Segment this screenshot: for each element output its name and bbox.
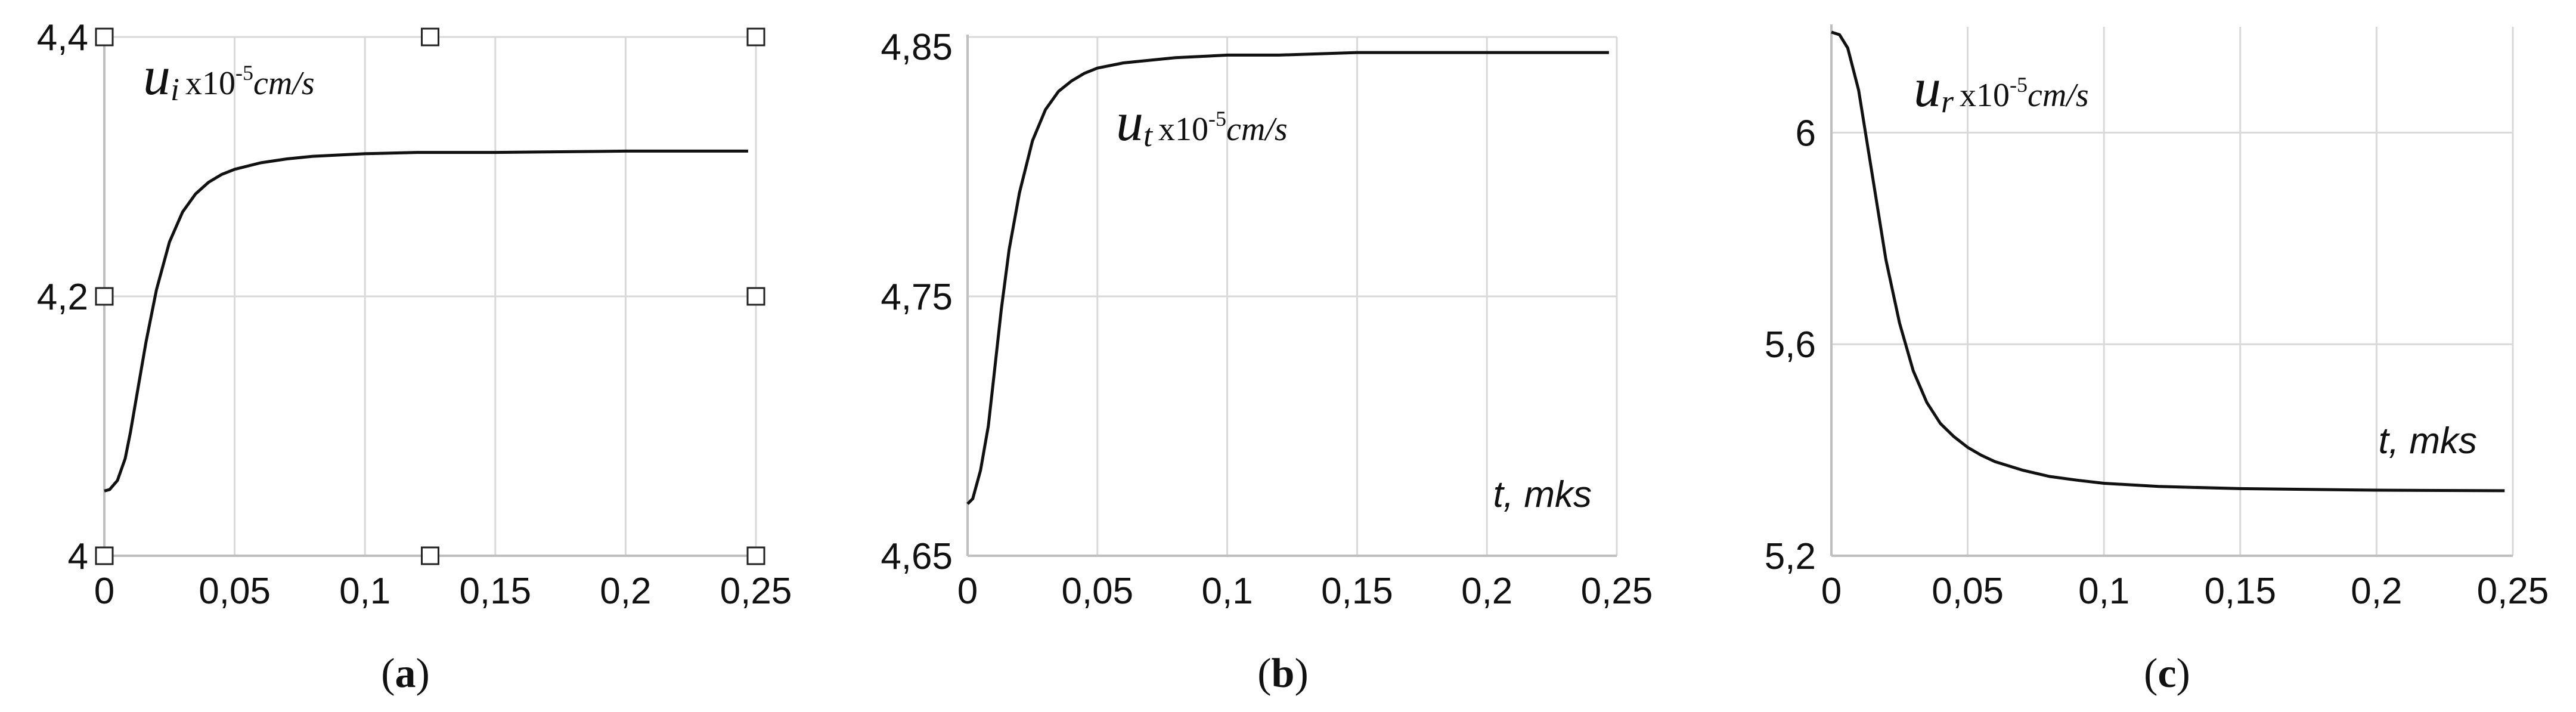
- y-tick-label: 4,4: [37, 17, 88, 58]
- x-axis-title: t, mks: [1493, 474, 1592, 515]
- y-tick-label: 5,2: [1765, 536, 1816, 577]
- series-line: [104, 149, 748, 493]
- x-tick-label: 0,2: [2351, 571, 2402, 612]
- annotation-exponent: -5: [235, 61, 253, 85]
- x-tick-label: 0,25: [720, 571, 792, 612]
- x-tick-label: 0: [94, 571, 114, 612]
- chart-panel-a: 0 0,05 0,1 0,15 0,2 0,25 4 4,2 4,4 ui x10-5cm/s (a): [37, 17, 792, 696]
- x-tick-label: 0,05: [1061, 571, 1133, 612]
- x-tick-label: 0,1: [2078, 571, 2129, 612]
- selection-handle[interactable]: [746, 27, 765, 47]
- x-tick-label: 0,15: [2204, 571, 2276, 612]
- series-line: [1831, 30, 2505, 493]
- x-tick-label: 0,1: [339, 571, 390, 612]
- selection-handle[interactable]: [95, 27, 114, 47]
- panel-caption: (b): [1257, 651, 1309, 696]
- x-tick-label: 0,05: [1932, 571, 2004, 612]
- x-tick-label: 0: [1821, 571, 1842, 612]
- y-tick-label: 4: [68, 536, 88, 577]
- annotation-subscript: r: [1941, 83, 1954, 119]
- x-tick-label: 0,25: [1581, 571, 1653, 612]
- selection-handle[interactable]: [421, 27, 439, 47]
- annotation-exponent: -5: [2010, 73, 2028, 97]
- x-axis-title: t, mks: [2379, 420, 2477, 462]
- chart-panel-b: 0 0,05 0,1 0,15 0,2 0,25 4,65 4,75 4,85 ut x10-5cm…: [881, 27, 1653, 696]
- series-line: [966, 51, 1609, 505]
- selection-handle[interactable]: [746, 287, 765, 306]
- x-tick-label: 0,1: [1201, 571, 1253, 612]
- y-tick-label: 4,85: [881, 27, 953, 68]
- annotation-multiplier: x10: [1158, 111, 1208, 148]
- x-tick-label: 0,25: [2477, 571, 2549, 612]
- annotation-multiplier: x10: [185, 65, 235, 102]
- series-annotation: ur x10-5cm/s: [1914, 57, 2089, 119]
- selection-handle[interactable]: [746, 546, 765, 565]
- chart-panel-c: 0 0,05 0,1 0,15 0,2 0,25 5,2 5,6 6 ur x10-5cm/s t, …: [1765, 24, 2549, 696]
- annotation-symbol: u: [1914, 57, 1941, 118]
- selection-handle[interactable]: [95, 287, 114, 306]
- panel-caption: (a): [381, 651, 430, 696]
- annotation-multiplier: x10: [1960, 77, 2010, 114]
- x-tick-label: 0: [957, 571, 978, 612]
- annotation-unit: cm/s: [1226, 111, 1288, 148]
- x-tick-label: 0,05: [199, 571, 271, 612]
- selection-handle[interactable]: [95, 546, 114, 565]
- annotation-symbol: u: [143, 45, 171, 106]
- series-annotation: ut x10-5cm/s: [1116, 91, 1288, 153]
- x-tick-label: 0,15: [459, 571, 531, 612]
- y-tick-label: 5,6: [1765, 324, 1816, 366]
- annotation-subscript: t: [1143, 117, 1154, 153]
- annotation-exponent: -5: [1208, 107, 1226, 131]
- y-tick-label: 6: [1796, 113, 1816, 154]
- annotation-subscript: i: [171, 72, 179, 107]
- annotation-unit: cm/s: [2028, 77, 2089, 114]
- x-tick-label: 0,2: [600, 571, 651, 612]
- annotation-unit: cm/s: [253, 65, 315, 102]
- annotation-symbol: u: [1116, 91, 1143, 152]
- panel-caption: (c): [2144, 651, 2190, 696]
- x-tick-label: 0,15: [1321, 571, 1393, 612]
- y-tick-label: 4,65: [881, 536, 953, 577]
- series-annotation: ui x10-5cm/s: [143, 45, 315, 107]
- y-tick-label: 4,2: [37, 277, 88, 318]
- y-tick-label: 4,75: [881, 277, 953, 318]
- selection-handle[interactable]: [421, 546, 439, 565]
- x-tick-label: 0,2: [1461, 571, 1512, 612]
